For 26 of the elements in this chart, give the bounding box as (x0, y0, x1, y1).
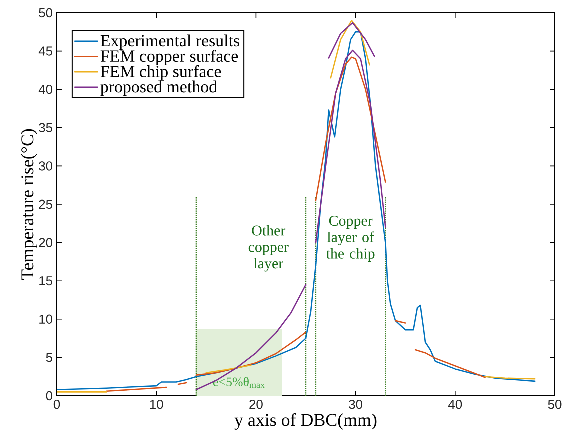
x-tick-label: 50 (548, 400, 562, 410)
x-tick-label: 20 (250, 400, 263, 410)
y-tick-label: 10 (40, 314, 53, 324)
y-tick-label: 35 (39, 123, 52, 132)
x-tick-label: 0 (54, 400, 60, 410)
legend-label: proposed method (100, 80, 218, 96)
y-tick-label: 0 (46, 391, 53, 401)
legend-label: Experimental results (100, 34, 240, 50)
y-tick-label: 50 (39, 8, 53, 18)
y-tick-label: 45 (38, 46, 52, 56)
x-tick-label: 10 (150, 400, 164, 410)
annotation: Copper layer of the chip (326, 216, 375, 262)
legend-label: FEM copper surface (100, 50, 238, 66)
y-tick-label: 15 (40, 276, 52, 286)
y-tick-label: 20 (39, 238, 53, 248)
legend-label: FEM chip surface (100, 65, 222, 81)
y-tick-label: 30 (39, 162, 53, 171)
y-tick-label: 5 (46, 353, 52, 362)
x-tick-label: 40 (448, 400, 462, 410)
x-axis-title: y axis of DBC(mm) (234, 413, 377, 430)
y-axis-title: Temperature rise(°C) (21, 129, 38, 280)
band-label: e<5%θ$_{max}$ (213, 377, 265, 388)
annotation: Other copper layer (248, 225, 289, 272)
y-tick-label: 40 (38, 85, 53, 94)
x-tick-label: 30 (349, 400, 362, 410)
y-tick-label: 25 (39, 200, 52, 210)
